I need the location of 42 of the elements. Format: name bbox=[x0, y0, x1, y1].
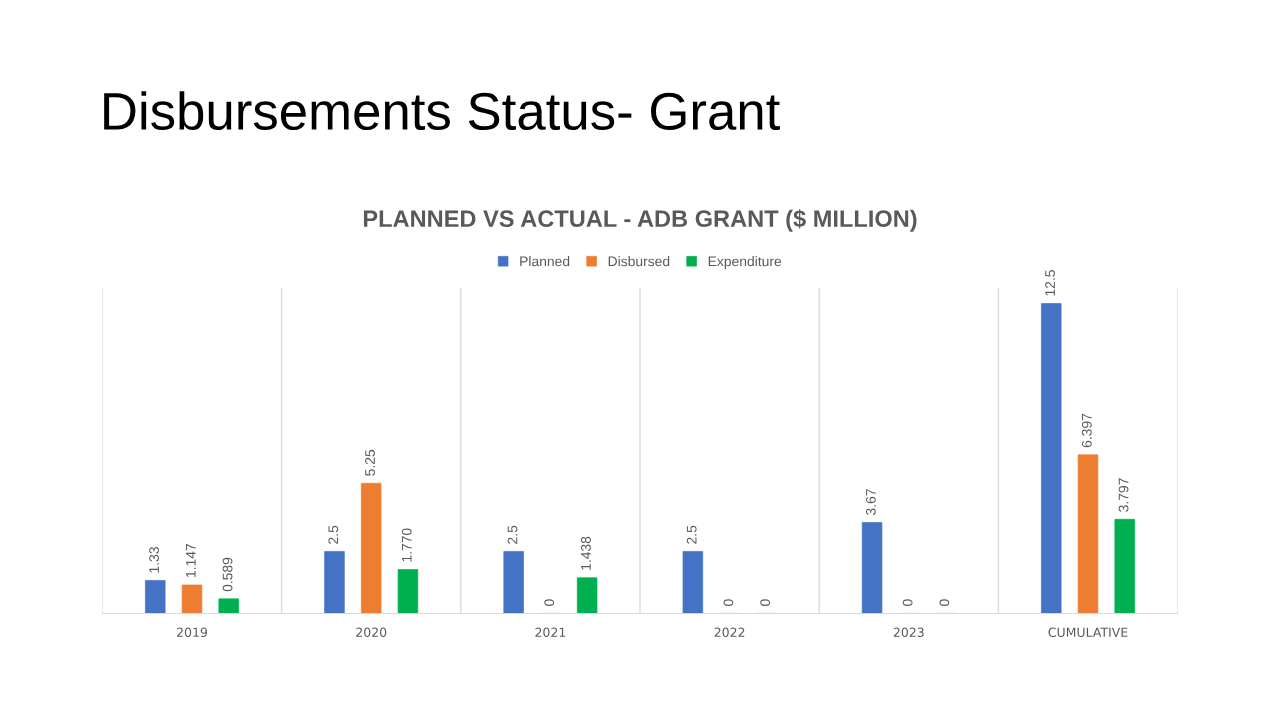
x-tick-label: 2022 bbox=[714, 627, 745, 637]
data-label: 0 bbox=[939, 599, 950, 606]
data-label: 3.67 bbox=[865, 489, 876, 515]
data-label: 2.5 bbox=[686, 525, 697, 544]
bar bbox=[145, 580, 166, 614]
bar bbox=[1041, 303, 1062, 614]
data-label: 0 bbox=[902, 599, 913, 606]
x-tick-label: 2023 bbox=[893, 627, 924, 637]
data-label: 5.25 bbox=[365, 449, 375, 476]
data-label: 0 bbox=[723, 599, 734, 606]
data-label: 6.397 bbox=[1081, 413, 1092, 448]
bar bbox=[397, 569, 419, 614]
data-label: 0.589 bbox=[222, 557, 233, 592]
x-tick-label: 2021 bbox=[535, 627, 566, 637]
bar bbox=[324, 551, 345, 614]
bar bbox=[1077, 454, 1099, 614]
x-tick-label: CUMULATIVE bbox=[1048, 627, 1128, 637]
bar bbox=[682, 551, 704, 614]
bar bbox=[861, 522, 883, 614]
bar bbox=[218, 598, 239, 614]
legend-label: Expenditure bbox=[708, 256, 782, 269]
bar bbox=[503, 551, 524, 614]
data-label: 1.438 bbox=[581, 536, 591, 570]
bar bbox=[181, 584, 203, 614]
data-label: 1.147 bbox=[186, 544, 196, 577]
bar bbox=[360, 482, 382, 614]
bar bbox=[1114, 518, 1135, 614]
data-label: 2.5 bbox=[328, 525, 339, 544]
data-label: 0 bbox=[760, 599, 771, 606]
data-label: 12.5 bbox=[1045, 270, 1055, 296]
data-label: 0 bbox=[544, 599, 555, 606]
legend-label: Planned bbox=[520, 256, 570, 267]
data-label: 2.5 bbox=[507, 525, 518, 544]
chart-subtitle: PLANNED VS ACTUAL - ADB GRANT ($ MILLION) bbox=[363, 209, 917, 232]
data-label: 1.770 bbox=[401, 528, 412, 562]
legend-label: Disbursed bbox=[608, 256, 670, 267]
x-tick-label: 2020 bbox=[356, 627, 387, 637]
x-tick-label: 2019 bbox=[177, 627, 208, 637]
data-label: 3.797 bbox=[1118, 478, 1129, 512]
data-label: 1.33 bbox=[149, 547, 159, 573]
chart-title: Disbursements Status- Grant bbox=[104, 91, 780, 131]
bar bbox=[576, 577, 598, 614]
